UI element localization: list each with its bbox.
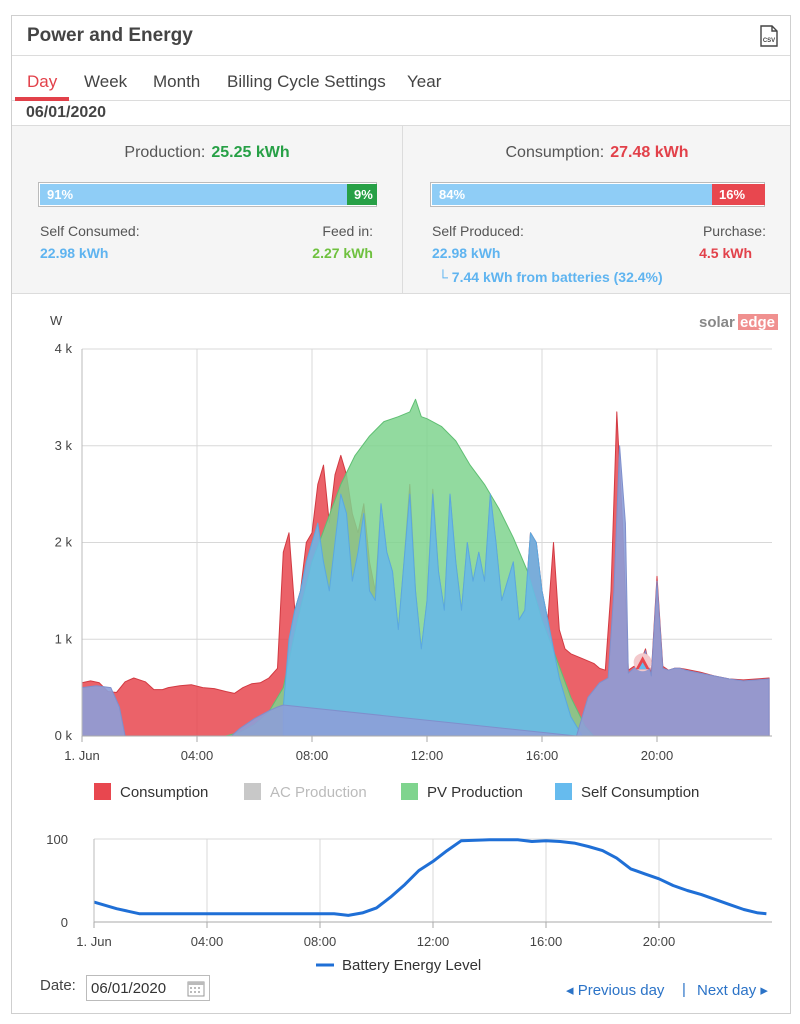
alert-marker[interactable] xyxy=(633,653,652,672)
legend-consumption[interactable]: Consumption xyxy=(94,783,208,801)
self-consumption-area xyxy=(282,493,583,737)
battery-x-tick-label: 16:00 xyxy=(530,934,563,949)
purchase-label: Purchase: xyxy=(702,223,766,239)
battery-x-tick-label: 1. Jun xyxy=(76,934,111,949)
caret-right-icon: ▸ xyxy=(756,982,768,999)
battery-x-tick-label: 12:00 xyxy=(417,934,450,949)
consumption-title: Consumption: 27.48 kWh xyxy=(404,144,790,162)
brand-text-edge: edge xyxy=(740,314,775,331)
selected-date: 06/01/2020 xyxy=(26,104,107,121)
tab-week[interactable]: Week xyxy=(84,72,128,91)
consumption-purchase-segment: 16% xyxy=(712,184,765,205)
main-chart-areas xyxy=(81,398,770,737)
legend-label: Battery Energy Level xyxy=(342,957,481,974)
x-tick-label: 16:00 xyxy=(526,748,559,763)
production-label: Production: xyxy=(124,144,206,161)
legend-label: AC Production xyxy=(270,784,367,801)
y-tick-label: 4 k xyxy=(55,341,73,356)
battery-chart-legend: Battery Energy Level xyxy=(316,957,481,974)
production-feed-segment: 9% xyxy=(347,184,377,205)
caret-left-icon: ◂ xyxy=(566,982,578,999)
x-tick-label: 12:00 xyxy=(411,748,444,763)
csv-file-icon[interactable]: CSV xyxy=(760,25,778,47)
main-chart-legend: Consumption AC Production PV Production Sel… xyxy=(94,783,699,801)
consumption-label: Consumption: xyxy=(505,144,605,161)
period-tabs: Day Week Month Billing Cycle Settings Ye… xyxy=(12,57,790,101)
battery-y-tick-label: 100 xyxy=(46,832,68,847)
battery-x-tick-label: 08:00 xyxy=(304,934,337,949)
footer-date-label: Date: xyxy=(40,977,76,994)
consumption-bar: 84% 16% xyxy=(430,182,765,207)
production-value: 25.25 kWh xyxy=(211,144,290,161)
consumption-self-segment: 84% xyxy=(432,184,712,205)
energy-summary: Production: 25.25 kWh 91% 9% Self Consume… xyxy=(12,126,790,294)
x-tick-label: 04:00 xyxy=(181,748,214,763)
self-produced-value: 22.98 kWh xyxy=(432,245,501,261)
x-tick-label: 1. Jun xyxy=(64,748,99,763)
consumption-panel: Consumption: 27.48 kWh 84% 16% Self Produ… xyxy=(404,126,790,294)
title-bar: Power and Energy CSV xyxy=(12,16,790,56)
y-tick-label: 2 k xyxy=(55,535,73,550)
battery-y-tick-label: 0 xyxy=(61,915,68,930)
battery-x-tick-label: 04:00 xyxy=(191,934,224,949)
active-tab-indicator xyxy=(15,97,69,101)
tab-month[interactable]: Month xyxy=(153,72,201,91)
alert-marker-inner xyxy=(638,662,647,670)
legend-label: Self Consumption xyxy=(581,784,699,801)
next-day-link[interactable]: Next day ▸ xyxy=(697,981,768,999)
x-tick-label: 08:00 xyxy=(296,748,329,763)
self-consumed-value: 22.98 kWh xyxy=(40,245,109,261)
brand-text-solar: solar xyxy=(699,314,735,331)
legend-self-consumption[interactable]: Self Consumption xyxy=(555,783,699,801)
purchase-value: 4.5 kWh xyxy=(699,245,752,261)
legend-swatch xyxy=(555,783,572,800)
battery-x-tick-label: 20:00 xyxy=(643,934,676,949)
date-row: 06/01/2020 xyxy=(12,102,790,126)
next-day-label: Next day xyxy=(697,982,757,999)
y-tick-label: 3 k xyxy=(55,438,73,453)
battery-chart-axes: 0 100 1. Jun 04:00 08:00 12:00 16:00 20:00 xyxy=(46,832,772,949)
y-tick-label: 1 k xyxy=(55,631,73,646)
legend-battery-energy-level[interactable]: Battery Energy Level xyxy=(316,957,481,974)
legend-swatch xyxy=(401,783,418,800)
y-tick-label: 0 k xyxy=(55,728,73,743)
self-consumed-label: Self Consumed: xyxy=(40,223,140,239)
power-energy-widget: Power and Energy CSV Day Week Month Bill… xyxy=(11,15,791,1014)
battery-chart-grid xyxy=(93,838,772,923)
consumption-value: 27.48 kWh xyxy=(610,144,689,161)
legend-label: Consumption xyxy=(120,784,208,801)
y-axis-label: W xyxy=(50,313,63,328)
legend-pv-production[interactable]: PV Production xyxy=(401,783,523,801)
tab-day[interactable]: Day xyxy=(27,72,58,91)
production-self-segment: 91% xyxy=(40,184,347,205)
solaredge-logo: solar edge xyxy=(699,314,778,331)
legend-swatch xyxy=(94,783,111,800)
csv-icon-text: CSV xyxy=(763,38,775,44)
self-produced-label: Self Produced: xyxy=(432,223,524,239)
feed-in-label: Feed in: xyxy=(322,223,373,239)
production-panel: Production: 25.25 kWh 91% 9% Self Consume… xyxy=(12,126,403,294)
main-chart-axes: 0 k 1 k 2 k 3 k 4 k 1. Jun 04:00 08:00 12:00 16:0… xyxy=(55,341,772,763)
tab-billing-cycle-settings[interactable]: Billing Cycle Settings xyxy=(227,72,386,91)
production-bar: 91% 9% xyxy=(38,182,377,207)
previous-day-label: Previous day xyxy=(577,982,665,999)
legend-swatch xyxy=(244,783,261,800)
calendar-icon[interactable] xyxy=(187,980,205,997)
battery-chart-line xyxy=(93,838,767,917)
legend-label: PV Production xyxy=(427,784,523,801)
batteries-note: └ 7.44 kWh from batteries (32.4%) xyxy=(438,269,663,285)
page-title: Power and Energy xyxy=(27,25,193,46)
link-separator: | xyxy=(682,981,686,998)
feed-in-value: 2.27 kWh xyxy=(312,245,373,261)
tab-year[interactable]: Year xyxy=(407,72,442,91)
legend-ac-production[interactable]: AC Production xyxy=(244,783,367,801)
previous-day-link[interactable]: ◂ Previous day xyxy=(566,981,664,999)
battery-energy-line xyxy=(93,838,767,917)
x-tick-label: 20:00 xyxy=(641,748,674,763)
production-title: Production: 25.25 kWh xyxy=(12,144,402,162)
